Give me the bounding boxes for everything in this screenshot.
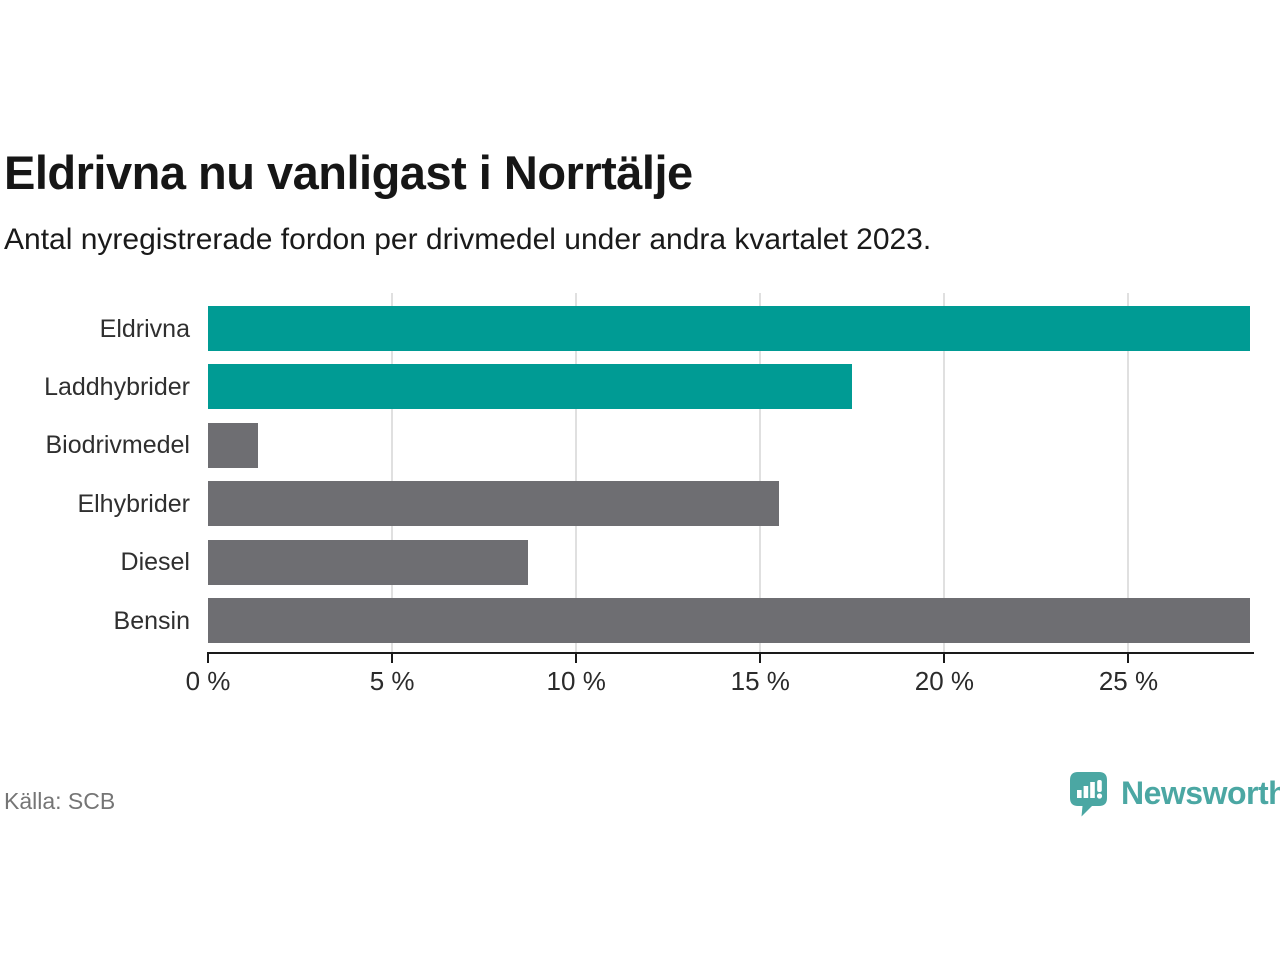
bar-diesel xyxy=(208,539,529,585)
category-label: Eldrivna xyxy=(99,314,190,343)
x-axis-tick-label: 20 % xyxy=(914,666,975,696)
x-axis-tick xyxy=(759,652,762,663)
category-label: Diesel xyxy=(120,548,190,577)
x-axis-tick xyxy=(207,652,209,663)
bar-eldrivna xyxy=(208,306,1250,351)
x-axis-tick-label: 25 % xyxy=(1098,666,1159,696)
x-axis-tick-label: 0 % xyxy=(185,666,231,696)
category-label: Laddhybrider xyxy=(44,372,190,401)
brand-wordmark: Newsworthy xyxy=(1121,775,1280,811)
bar-elhybrider xyxy=(208,481,779,527)
x-axis-tick-label: 5 % xyxy=(369,666,415,696)
gridline xyxy=(575,293,578,652)
chart-subtitle: Antal nyregistrerade fordon per drivmede… xyxy=(4,223,932,256)
x-axis-tick xyxy=(1127,652,1130,663)
category-label: Biodrivmedel xyxy=(45,431,190,460)
category-label: Bensin xyxy=(113,606,190,635)
newsworthy-logo-icon xyxy=(1070,772,1107,817)
chart-title: Eldrivna nu vanligast i Norrtälje xyxy=(4,146,693,199)
x-axis-tick xyxy=(575,652,578,663)
gridline xyxy=(391,293,394,652)
plot-area xyxy=(208,293,1250,652)
x-axis-tick xyxy=(943,652,946,663)
bar-laddhybrider xyxy=(208,364,853,410)
source-note: Källa: SCB xyxy=(4,788,116,814)
x-axis-line xyxy=(207,652,1254,654)
gridline xyxy=(759,293,762,652)
bar-biodrivmedel xyxy=(208,422,258,468)
x-axis-tick xyxy=(391,652,394,663)
brand-logo: Newsworthy xyxy=(1070,772,1280,817)
x-axis-tick-label: 10 % xyxy=(546,666,606,696)
bar-bensin xyxy=(208,598,1250,643)
x-axis-tick-label: 15 % xyxy=(730,666,790,696)
gridline xyxy=(1127,293,1130,652)
category-label: Elhybrider xyxy=(77,489,190,518)
gridline xyxy=(943,293,946,652)
